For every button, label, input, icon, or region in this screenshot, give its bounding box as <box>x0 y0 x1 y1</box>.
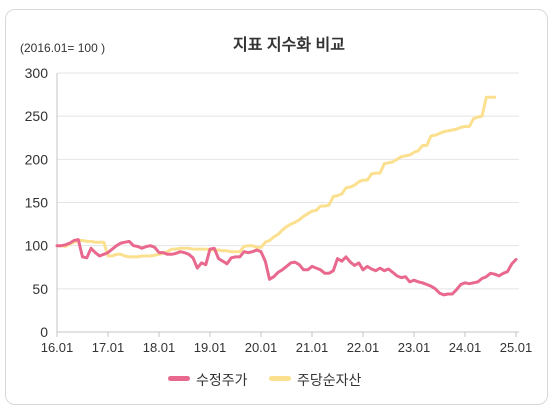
x-tick-label: 19.01 <box>194 340 227 355</box>
x-tick-label: 17.01 <box>92 340 125 355</box>
x-tick-label: 21.01 <box>296 340 329 355</box>
y-tick-label: 150 <box>25 195 49 211</box>
adjusted-price-line <box>55 238 518 297</box>
y-tick-label: 300 <box>25 65 49 81</box>
x-tick-label: 25.01 <box>500 340 533 355</box>
x-tick-label: 24.01 <box>449 340 482 355</box>
y-tick-label: 50 <box>32 281 48 297</box>
chart-legend: 수정주가 주당순자산 <box>0 369 555 389</box>
y-tick-label: 250 <box>25 108 49 124</box>
x-tick-label: 18.01 <box>143 340 176 355</box>
chart-title: 지표 지수화 비교 <box>233 37 345 54</box>
y-tick-label: 200 <box>25 151 49 167</box>
y-tick-label: 100 <box>25 238 49 254</box>
x-tick-label: 20.01 <box>245 340 278 355</box>
legend-label-adjusted-price: 수정주가 <box>196 372 248 388</box>
legend-label-book-value-per-share: 주당순자산 <box>297 372 362 388</box>
x-tick-label: 22.01 <box>347 340 380 355</box>
legend-swatch-book-value-per-share <box>269 376 291 381</box>
legend-swatch-adjusted-price <box>168 376 190 381</box>
x-tick-label: 23.01 <box>398 340 431 355</box>
book-value-per-share-line <box>55 95 497 259</box>
chart-subtitle: (2016.01= 100 ) <box>20 41 106 55</box>
x-tick-label: 16.01 <box>41 340 74 355</box>
chart-card <box>5 9 548 405</box>
y-tick-label: 0 <box>40 324 48 340</box>
